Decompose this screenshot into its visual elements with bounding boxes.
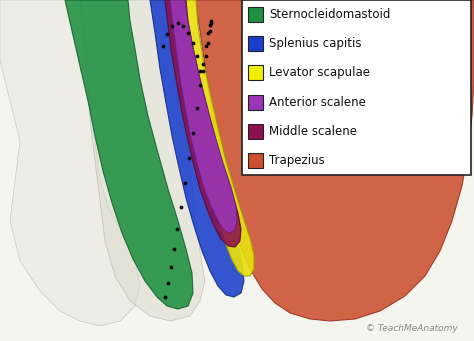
Text: Levator scapulae: Levator scapulae — [269, 66, 370, 79]
Polygon shape — [0, 0, 140, 326]
Text: Middle scalene: Middle scalene — [269, 125, 357, 138]
Polygon shape — [165, 0, 241, 247]
Text: Anterior scalene: Anterior scalene — [269, 95, 366, 108]
FancyBboxPatch shape — [248, 7, 263, 22]
Polygon shape — [150, 0, 244, 297]
Polygon shape — [180, 0, 254, 276]
FancyBboxPatch shape — [248, 36, 263, 51]
Polygon shape — [195, 0, 474, 321]
Polygon shape — [80, 0, 205, 321]
FancyBboxPatch shape — [248, 94, 263, 109]
Polygon shape — [170, 0, 237, 233]
Polygon shape — [65, 0, 193, 309]
Text: © TeachMeAnatomy: © TeachMeAnatomy — [366, 324, 458, 333]
FancyBboxPatch shape — [248, 153, 263, 168]
Text: Sternocleidomastoid: Sternocleidomastoid — [269, 8, 391, 21]
Text: Trapezius: Trapezius — [269, 154, 325, 167]
FancyBboxPatch shape — [248, 124, 263, 139]
FancyBboxPatch shape — [248, 65, 263, 80]
FancyBboxPatch shape — [242, 0, 471, 175]
Text: Splenius capitis: Splenius capitis — [269, 37, 362, 50]
